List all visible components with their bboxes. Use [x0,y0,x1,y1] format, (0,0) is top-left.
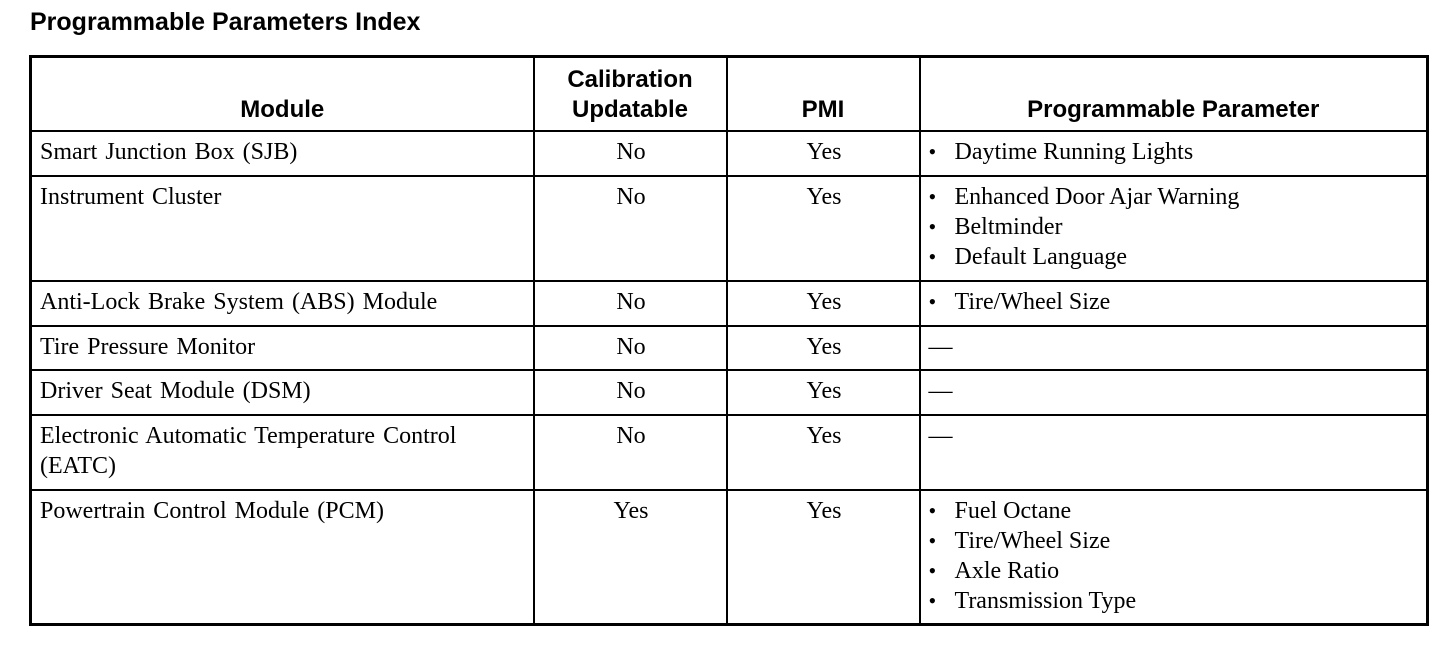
bullet-icon: • [928,527,937,553]
cell-parameters: • Daytime Running Lights [918,129,1429,177]
no-parameter-dash: — [928,422,953,449]
cell-pmi: Yes [725,174,921,282]
bullet-icon: • [928,557,937,583]
parameter-item: • Fuel Octane [929,496,1421,526]
cell-calibration-updatable: No [532,279,728,327]
programmable-parameters-table: Module Calibration Updatable PMI Program… [29,55,1429,626]
parameter-text: Default Language [954,243,1128,270]
parameter-item: • Axle Ratio [929,556,1421,586]
cell-pmi: Yes [725,368,921,416]
table-row: Tire Pressure Monitor No Yes — [29,324,1429,371]
table-row: Smart Junction Box (SJB) No Yes • Daytime… [29,129,1429,177]
parameter-item: • Beltminder [929,212,1421,242]
cell-pmi: Yes [725,129,921,177]
cell-pmi: Yes [725,488,921,626]
parameter-item: • Transmission Type [929,586,1421,616]
cell-parameters-empty: — [918,368,1429,416]
table-row: Electronic Automatic Temperature Control… [29,413,1429,491]
parameter-item: • Tire/Wheel Size [929,526,1421,556]
table-body: Smart Junction Box (SJB) No Yes • Daytime… [29,129,1429,626]
parameter-text: Axle Ratio [954,557,1060,584]
bullet-icon: • [928,587,937,613]
table-row: Instrument Cluster No Yes • Enhanced Door… [29,174,1429,282]
cell-pmi: Yes [725,279,921,327]
bullet-icon: • [928,497,937,523]
parameter-text: Enhanced Door Ajar Warning [954,183,1240,210]
page-title: Programmable Parameters Index [30,8,421,36]
table-header: Module Calibration Updatable PMI Program… [29,55,1429,132]
table-row: Driver Seat Module (DSM) No Yes — [29,368,1429,416]
cell-pmi: Yes [725,324,921,371]
cell-calibration-updatable: Yes [532,488,728,626]
bullet-icon: • [928,243,937,269]
parameter-text: Transmission Type [954,587,1137,614]
parameter-item: • Enhanced Door Ajar Warning [929,182,1421,212]
column-header-programmable-parameter: Programmable Parameter [918,55,1429,132]
bullet-icon: • [928,138,937,164]
table-row: Powertrain Control Module (PCM) Yes Yes … [29,488,1429,626]
cell-module: Electronic Automatic Temperature Control… [29,413,535,491]
cell-module: Anti-Lock Brake System (ABS) Module [29,279,535,327]
parameter-text: Fuel Octane [954,497,1072,524]
parameter-text: Daytime Running Lights [954,138,1194,165]
cell-module: Powertrain Control Module (PCM) [29,488,535,626]
cell-calibration-updatable: No [532,174,728,282]
cell-parameters: • Tire/Wheel Size [918,279,1429,327]
cell-parameters: • Enhanced Door Ajar Warning • Beltminder • D… [918,174,1429,282]
cell-module: Smart Junction Box (SJB) [29,129,535,177]
parameter-text: Tire/Wheel Size [954,288,1111,315]
parameter-item: • Default Language [929,242,1421,272]
header-row: Module Calibration Updatable PMI Program… [29,55,1429,132]
cell-module: Tire Pressure Monitor [29,324,535,371]
cell-calibration-updatable: No [532,368,728,416]
bullet-icon: • [928,288,937,314]
cell-calibration-updatable: No [532,413,728,491]
no-parameter-dash: — [928,333,953,360]
column-header-calibration-updatable: Calibration Updatable [532,55,728,132]
cell-parameters-empty: — [918,324,1429,371]
table-row: Anti-Lock Brake System (ABS) Module No Y… [29,279,1429,327]
cell-pmi: Yes [725,413,921,491]
cell-calibration-updatable: No [532,324,728,371]
parameter-text: Tire/Wheel Size [954,527,1111,554]
parameter-text: Beltminder [954,213,1063,240]
bullet-icon: • [928,183,937,209]
column-header-module: Module [29,55,535,132]
cell-calibration-updatable: No [532,129,728,177]
parameter-item: • Tire/Wheel Size [929,287,1421,317]
cell-module: Driver Seat Module (DSM) [29,368,535,416]
cell-parameters-empty: — [918,413,1429,491]
cell-module: Instrument Cluster [29,174,535,282]
bullet-icon: • [928,213,937,239]
cell-parameters: • Fuel Octane • Tire/Wheel Size • Axle Ratio •… [918,488,1429,626]
parameter-item: • Daytime Running Lights [929,137,1421,167]
column-header-pmi: PMI [725,55,921,132]
no-parameter-dash: — [928,377,953,404]
